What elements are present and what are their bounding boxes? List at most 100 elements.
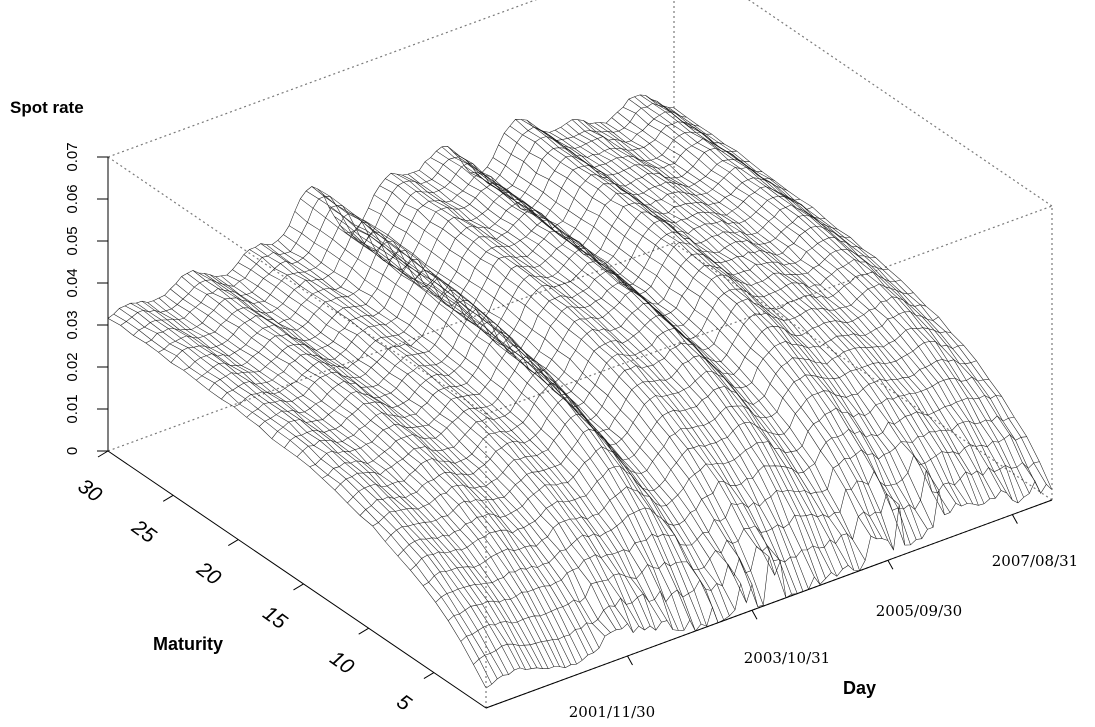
surface-day-curve <box>187 273 566 668</box>
maturity-tick-label: 5 <box>392 690 415 716</box>
box-edge <box>485 205 1053 415</box>
surface-maturity-curve <box>296 237 864 457</box>
surface-maturity-curve <box>460 434 1027 642</box>
surface-day-curve <box>260 243 640 627</box>
surface-day-curve <box>487 166 866 561</box>
day-tick-mark <box>1011 514 1018 524</box>
surface-maturity-curve <box>221 177 788 400</box>
maturity-tick-label: 10 <box>326 647 359 680</box>
surface-maturity-curve <box>284 226 851 448</box>
surface-day-curve <box>170 288 549 669</box>
surface-maturity-curve <box>422 376 990 586</box>
day-tick-label: 2003/10/31 <box>744 649 830 667</box>
surface-maturity-curve <box>233 186 801 408</box>
surface-maturity-curve <box>372 311 939 527</box>
surface-maturity-curve <box>410 359 977 571</box>
maturity-tick-mark <box>358 627 369 635</box>
z-tick-label: 0.04 <box>64 268 81 297</box>
surface-maturity-curve <box>107 94 675 319</box>
surface-day-curve <box>119 308 498 680</box>
day-tick-mark <box>887 560 894 570</box>
surface-maturity-curve <box>120 102 687 326</box>
surface-maturity-curve <box>158 131 725 353</box>
surface-day-curve <box>447 146 826 579</box>
maturity-tick-mark <box>423 672 435 680</box>
box-edge <box>107 156 487 415</box>
surface-maturity-curve <box>322 258 889 479</box>
surface-maturity-curve <box>259 204 826 427</box>
z-tick-label: 0.05 <box>64 226 81 255</box>
maturity-axis-title: Maturity <box>153 634 223 654</box>
bounding-box-back <box>107 0 1053 501</box>
box-edge <box>673 242 1053 501</box>
surface-day-curve <box>317 188 696 632</box>
surface-maturity-curve <box>309 249 876 467</box>
surface-day-curve <box>305 190 685 631</box>
surface-maturity-curve <box>183 147 750 371</box>
z-tick-label: 0.07 <box>64 142 81 171</box>
day-tick-label: 2005/09/30 <box>876 602 962 620</box>
surface-day-curve <box>226 274 606 637</box>
surface-day-curve <box>107 318 487 689</box>
surface-day-curve <box>526 119 906 546</box>
day-tick-label: 2001/11/30 <box>569 703 655 721</box>
surface-maturity-curve <box>435 395 1002 603</box>
surface-day-curve <box>430 157 809 590</box>
surface-maturity-curve <box>359 296 927 516</box>
box-edge <box>107 0 537 158</box>
z-tick-label: 0.03 <box>64 310 81 339</box>
surface-day-curve <box>175 283 555 667</box>
maturity-tick-mark <box>293 583 304 591</box>
surface-day-curve <box>521 119 900 505</box>
z-tick-label: 0.01 <box>64 394 81 423</box>
surface-day-curve <box>413 172 792 595</box>
day-tick-mark <box>627 655 633 666</box>
surface-maturity-curve <box>271 215 838 439</box>
surface-maturity-curve <box>145 121 712 344</box>
z-axis-title: Spot rate <box>10 98 84 117</box>
maturity-tick-label: 25 <box>127 515 160 548</box>
surface-maturity-curve <box>246 195 813 418</box>
axes <box>97 156 1053 709</box>
surface-maturity-curve <box>170 138 738 363</box>
surface-day-curve <box>622 106 1002 491</box>
surface-maturity-curve <box>384 327 952 542</box>
box-edge <box>107 242 675 452</box>
surface-day-curve <box>436 150 815 578</box>
maturity-tick-label: 15 <box>259 602 292 635</box>
box-edge <box>747 0 1053 207</box>
surface-day-curve <box>532 125 911 545</box>
surface-day-curve <box>634 96 1013 501</box>
surface-day-curve <box>645 95 1024 498</box>
surface-maturity-curve <box>448 415 1015 621</box>
z-axis-tick-labels: 0 0.01 0.02 0.03 0.04 0.05 0.06 0.07 <box>64 142 81 455</box>
surface-day-curve <box>158 297 538 668</box>
surface-day-curve <box>288 225 668 621</box>
surface-day-curve <box>124 305 504 676</box>
surface-maturity-curve <box>485 480 1053 689</box>
day-tick-mark <box>751 609 758 620</box>
day-axis-tick-labels: 2001/11/30 2003/10/31 2005/09/30 2007/08… <box>569 552 1078 721</box>
day-axis-title: Day <box>843 678 876 698</box>
maturity-tick-mark <box>228 539 239 547</box>
surface-day-curve <box>611 117 990 500</box>
surface-day-curve <box>594 122 974 505</box>
day-tick-label: 2007/08/31 <box>992 552 1078 570</box>
maturity-tick-label: 20 <box>192 557 225 590</box>
surface-day-curve <box>628 98 1007 494</box>
surface-day-curve <box>639 94 1019 503</box>
surface-day-curve <box>571 119 951 513</box>
maturity-tick-mark <box>162 494 174 502</box>
surface-mesh <box>107 94 1053 689</box>
surface-day-curve <box>243 254 623 630</box>
surface-day-curve <box>221 275 600 649</box>
maturity-tick-label: 30 <box>74 475 107 508</box>
surface-day-curve <box>153 300 532 669</box>
surface-day-curve <box>470 172 849 566</box>
surface-day-curve <box>504 132 883 539</box>
z-tick-label: 0.06 <box>64 184 81 213</box>
z-tick-label: 0 <box>64 447 81 455</box>
surface-maturity-curve <box>133 111 700 336</box>
